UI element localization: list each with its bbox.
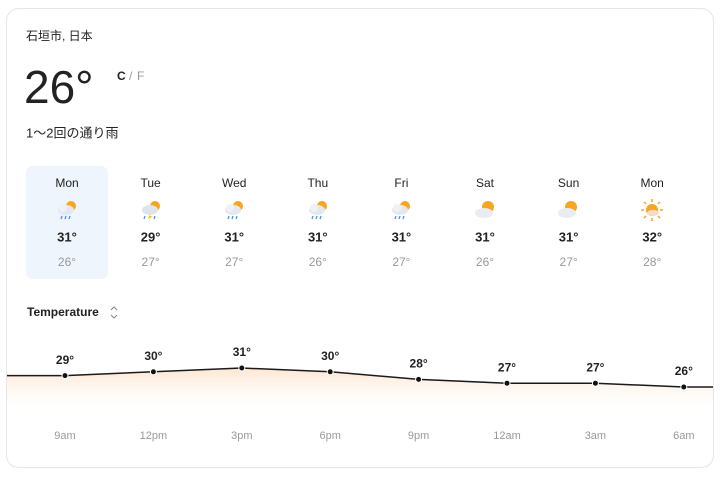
temperature-label: 27° xyxy=(586,360,604,374)
time-label: 9am xyxy=(54,430,75,442)
day-name: Fri xyxy=(394,176,408,190)
time-label: 12pm xyxy=(140,430,168,442)
time-label: 6am xyxy=(673,430,694,442)
unit-c[interactable]: C xyxy=(117,69,126,83)
temperature-point xyxy=(326,368,334,376)
day-name: Mon xyxy=(55,176,78,190)
temperature-label: 30° xyxy=(321,349,339,363)
unit-separator: / xyxy=(129,69,133,83)
day-high: 31° xyxy=(392,229,412,244)
temperature-label: 28° xyxy=(410,357,428,371)
day-name: Thu xyxy=(307,176,328,190)
temperature-label: 30° xyxy=(144,349,162,363)
day-low: 26° xyxy=(58,255,76,269)
temperature-point xyxy=(680,383,688,391)
day-low: 26° xyxy=(309,255,327,269)
time-label: 3pm xyxy=(231,430,252,442)
card-frame xyxy=(6,8,714,468)
day-name: Sat xyxy=(476,176,495,190)
metric-selector[interactable]: Temperature xyxy=(27,305,99,319)
condition: 1〜2回の通り雨 xyxy=(26,125,118,140)
temperature-point xyxy=(415,375,423,383)
day-high: 32° xyxy=(642,229,662,244)
day-low: 28° xyxy=(643,255,661,269)
temperature-label: 26° xyxy=(675,364,693,378)
temperature-label: 31° xyxy=(233,345,251,359)
current-temperature: 26° xyxy=(24,61,94,113)
unit-f[interactable]: F xyxy=(137,69,144,83)
time-label: 6pm xyxy=(319,430,340,442)
day-name: Wed xyxy=(222,176,246,190)
day-high: 31° xyxy=(224,229,244,244)
day-name: Tue xyxy=(140,176,161,190)
temperature-point xyxy=(149,368,157,376)
temperature-point xyxy=(503,379,511,387)
day-high: 31° xyxy=(475,229,495,244)
selector-chevrons[interactable] xyxy=(110,306,118,319)
day-name: Sun xyxy=(558,176,579,190)
day-low: 27° xyxy=(142,255,160,269)
day-name: Mon xyxy=(641,176,664,190)
temperature-point xyxy=(591,379,599,387)
day-low: 27° xyxy=(560,255,578,269)
day-low: 27° xyxy=(392,255,410,269)
temperature-line xyxy=(7,367,713,388)
time-label: 3am xyxy=(585,430,606,442)
temperature-label: 29° xyxy=(56,353,74,367)
temperature-label: 27° xyxy=(498,360,516,374)
day-high: 29° xyxy=(141,229,161,244)
time-label: 12am xyxy=(493,430,521,442)
time-label: 9pm xyxy=(408,430,429,442)
temperature-point xyxy=(61,372,69,380)
temperature-point xyxy=(238,364,246,372)
day-high: 31° xyxy=(57,229,77,244)
selected-day xyxy=(26,166,108,279)
day-low: 27° xyxy=(225,255,243,269)
temperature-area xyxy=(7,368,713,415)
day-high: 31° xyxy=(308,229,328,244)
location: 石垣市, 日本 xyxy=(26,28,93,43)
day-high: 31° xyxy=(559,229,579,244)
day-low: 26° xyxy=(476,255,494,269)
